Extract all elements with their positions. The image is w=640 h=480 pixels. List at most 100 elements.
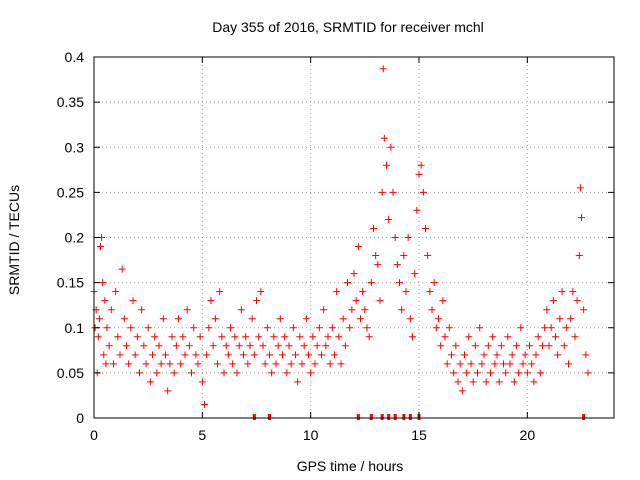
data-point [445,324,453,332]
data-point [292,351,299,359]
data-point [324,333,332,341]
chart-title: Day 355 of 2016, SRMTID for receiver mch… [212,19,484,35]
data-point [571,333,579,341]
data-point [552,333,559,341]
data-point [415,170,423,178]
data-point [207,297,215,305]
data-point [181,351,189,359]
data-point [99,279,107,287]
data-point [133,333,141,341]
data-point [523,369,531,377]
data-point [536,369,544,377]
data-point [101,297,109,305]
data-point [582,351,590,359]
data-point [144,324,152,332]
data-point [365,333,373,341]
data-point [298,360,306,368]
data-point [352,297,360,305]
data-point [417,161,425,169]
data-point [413,206,421,214]
zero-marker [387,414,391,420]
data-point [153,369,161,377]
data-point [259,342,267,350]
data-point [164,387,172,395]
data-point [354,243,362,251]
data-point [383,161,390,169]
data-point [502,369,510,377]
data-point [393,261,401,269]
data-point [294,378,302,386]
data-point [404,234,412,241]
data-point [175,315,182,323]
data-point [296,333,304,341]
data-point [560,342,568,350]
data-point [244,360,252,368]
data-point [120,315,128,323]
y-tick-label: 0.2 [65,230,85,246]
data-point [209,342,217,350]
data-point [554,351,562,359]
data-point [389,188,397,196]
zero-marker [582,414,586,420]
data-point [378,188,386,196]
data-point [406,315,414,323]
data-point [257,288,265,296]
data-point [240,351,247,359]
data-point [188,369,195,377]
data-point [391,234,399,241]
data-point [339,315,347,323]
data-point [157,360,165,368]
data-point [562,324,570,332]
data-point [198,378,206,386]
data-point [482,378,490,386]
data-point [539,342,546,350]
data-point [246,342,254,350]
data-point [166,360,174,368]
data-point [402,288,410,296]
data-point [331,351,338,359]
data-point [450,369,458,377]
data-point [114,333,122,341]
data-point [361,306,369,314]
grid [94,57,614,418]
data-point [337,360,345,368]
data-point [248,315,256,323]
data-point [458,387,466,395]
data-point [543,306,551,314]
data-point [255,333,263,341]
data-point [534,333,542,341]
data-point [357,315,364,323]
data-point [506,360,514,368]
data-point [379,65,387,73]
data-point [530,378,538,386]
data-point [448,351,455,359]
data-point [478,360,486,368]
data-point [432,324,440,332]
data-point [287,360,295,368]
data-point [138,306,146,314]
y-tick-label: 0 [76,410,84,426]
data-point [326,360,334,368]
data-point [465,333,473,341]
data-point [346,324,354,332]
data-point [385,215,393,223]
data-point [136,369,143,377]
data-point [107,306,115,314]
data-point [140,342,148,350]
data-point [573,297,581,305]
data-point [103,324,111,332]
data-point [125,360,133,368]
data-point [218,333,226,341]
y-tick-label: 0.05 [57,365,84,381]
data-point [380,134,388,142]
data-point [567,315,575,323]
data-point [205,324,213,332]
data-point [313,342,321,350]
data-point [242,333,250,341]
data-point [411,270,419,278]
data-point [315,324,323,332]
data-point [302,315,310,323]
data-point [424,252,432,260]
data-point [190,324,198,332]
data-point [281,333,289,341]
